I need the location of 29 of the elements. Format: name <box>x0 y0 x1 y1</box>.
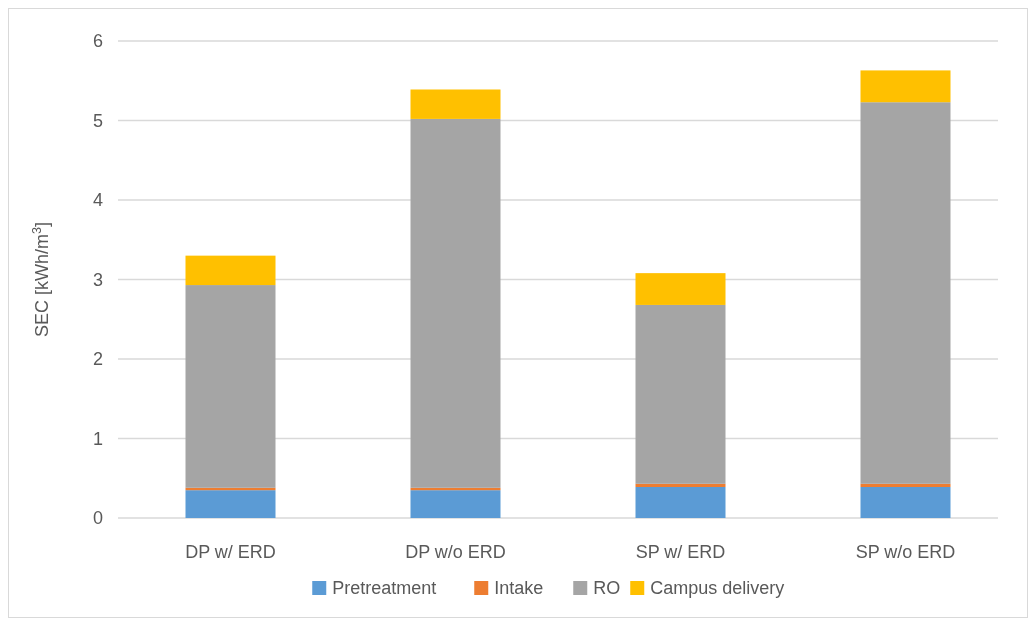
y-tick-label: 2 <box>92 349 103 370</box>
bar <box>860 70 951 103</box>
bar <box>410 118 501 488</box>
bar <box>185 285 276 488</box>
y-tick-label: 0 <box>92 508 103 529</box>
bar <box>410 89 501 119</box>
x-tick-label: SP w/o ERD <box>855 542 956 562</box>
x-tick-label: DP w/o ERD <box>405 542 506 562</box>
bar <box>860 102 951 484</box>
bar <box>185 490 276 518</box>
bar <box>635 487 726 518</box>
bar <box>635 273 726 305</box>
bar <box>635 304 726 484</box>
x-tick-label: SP w/ ERD <box>635 542 726 562</box>
y-tick-label: 1 <box>92 428 103 449</box>
bar <box>860 487 951 518</box>
bar <box>410 490 501 518</box>
bar <box>635 483 726 487</box>
y-tick-label: 3 <box>92 269 103 290</box>
bar <box>860 483 951 487</box>
legend-label: Campus delivery <box>650 578 785 599</box>
x-tick-label: DP w/ ERD <box>185 542 276 562</box>
y-tick-label: 4 <box>92 190 103 211</box>
y-tick-label: 5 <box>92 110 103 131</box>
legend-label: Intake <box>494 578 544 599</box>
bar <box>185 255 276 286</box>
y-tick-label: 6 <box>92 31 103 52</box>
legend-label: RO <box>593 578 621 599</box>
legend-label: Pretreatment <box>332 578 437 599</box>
